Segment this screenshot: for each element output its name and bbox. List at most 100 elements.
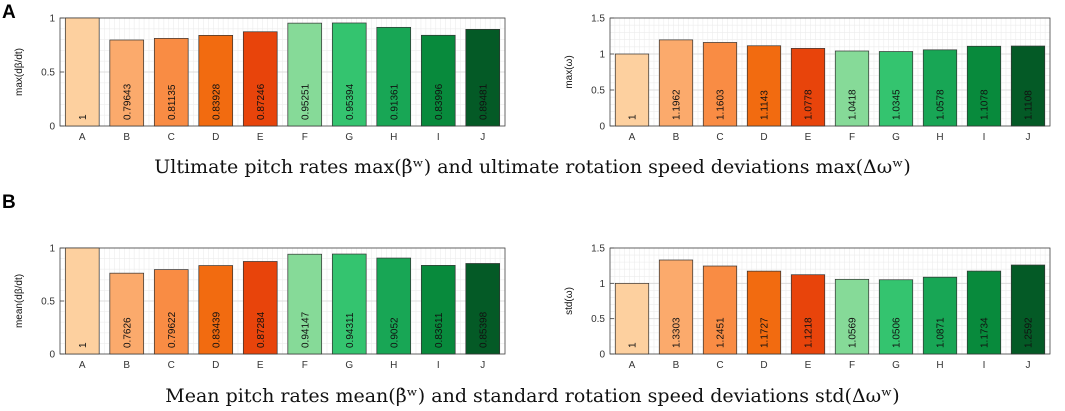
bar [64, 247, 100, 355]
bar [153, 38, 189, 127]
bar-data-label: 1.1143 [760, 90, 771, 120]
panel-letter-b: B [2, 192, 16, 213]
bar-data-label: 1.0418 [848, 89, 859, 120]
bar-data-label: 0.83439 [211, 311, 222, 348]
x-tick-label: I [437, 360, 440, 371]
x-tick-label: E [257, 132, 264, 143]
bar-data-label: 1.3303 [672, 317, 683, 348]
y-axis-label: max(dβ/dt) [14, 48, 25, 96]
bar [878, 51, 914, 127]
x-tick-label: G [345, 360, 353, 371]
bar-data-label: 1.1603 [716, 89, 727, 120]
bar [376, 26, 412, 127]
bar [376, 257, 412, 355]
bar [878, 279, 914, 355]
x-tick-label: D [760, 132, 767, 143]
y-axis-label: std(ω) [564, 287, 575, 315]
bar-data-label: 0.7626 [122, 317, 133, 348]
bar [790, 48, 826, 127]
caption-a: Ultimate pitch rates max(β̇ʷ) and ultima… [154, 156, 911, 178]
x-tick-label: G [345, 132, 353, 143]
x-tick-label: E [805, 360, 812, 371]
bar [614, 53, 650, 127]
y-tick-label: 0.5 [591, 314, 605, 325]
bar-data-label: 1 [78, 342, 89, 348]
x-tick-label: E [257, 360, 264, 371]
bar [420, 34, 456, 127]
y-tick-label: 0 [49, 350, 55, 361]
bar [922, 276, 958, 355]
bar-data-label: 1.1218 [804, 317, 815, 348]
x-tick-label: D [760, 360, 767, 371]
bar [331, 253, 367, 355]
y-tick-label: 0.5 [41, 297, 55, 308]
x-tick-label: D [212, 360, 219, 371]
x-tick-label: A [79, 360, 86, 371]
y-axis-label: mean(dβ/dt) [14, 274, 25, 328]
chart-mean-pitch-rate: 0 0.5 1 mean(dβ/dt) 1 A 0.7626 B 0.79622 C 0.83439… [14, 244, 506, 371]
bar [109, 39, 145, 127]
bar [702, 265, 738, 355]
y-tick-label: 0 [599, 350, 605, 361]
x-tick-label: J [480, 360, 485, 371]
bar-data-label: 1.1734 [980, 317, 991, 348]
bar [109, 272, 145, 355]
bar-data-label: 0.81135 [167, 84, 178, 120]
x-tick-label: B [673, 132, 680, 143]
bar [790, 274, 826, 355]
bar-data-label: 0.91361 [389, 83, 400, 120]
bar [242, 261, 278, 355]
bar [658, 259, 694, 355]
bar-data-label: 0.83996 [434, 83, 445, 120]
x-tick-label: I [437, 132, 440, 143]
bar [834, 50, 870, 127]
bar-data-label: 1.1727 [760, 317, 771, 348]
x-tick-label: G [892, 360, 900, 371]
x-tick-label: A [629, 132, 636, 143]
bar-data-label: 0.95394 [345, 83, 356, 120]
bar-data-label: 0.87246 [256, 83, 267, 120]
x-tick-label: F [302, 132, 308, 143]
bar [287, 22, 323, 127]
axes-frame [609, 17, 1051, 127]
bar-data-label: 0.83928 [211, 83, 222, 120]
x-tick-label: C [168, 360, 175, 371]
y-tick-label: 1.5 [591, 14, 605, 25]
x-tick-label: F [302, 360, 308, 371]
chart-std-rotation-speed: 0 0.5 1 1.5 std(ω) 1 A 1.3303 B 1.2451 C 1.1727 D 1.1… [564, 244, 1051, 371]
bar [242, 31, 278, 127]
x-tick-label: B [123, 360, 130, 371]
bar-data-label: 0.89481 [478, 83, 489, 120]
bar [153, 269, 189, 355]
x-tick-label: A [629, 360, 636, 371]
bar-data-label: 1.1078 [980, 89, 991, 120]
bar [614, 282, 650, 355]
x-tick-label: C [716, 360, 723, 371]
x-tick-label: B [673, 360, 680, 371]
x-tick-label: I [983, 132, 986, 143]
bar-data-label: 1.0871 [936, 317, 947, 348]
bar [966, 270, 1002, 355]
bar-data-label: 0.94147 [300, 311, 311, 348]
bar-data-label: 0.94311 [345, 312, 356, 348]
bar-data-label: 1.0578 [936, 89, 947, 120]
y-tick-label: 0 [599, 122, 605, 133]
chart-max-pitch-rate: 0 0.5 1 max(dβ/dt) 1 A 0.79643 B 0.81135 C 0.83928… [14, 14, 506, 143]
axes-frame [609, 247, 1051, 355]
x-tick-label: J [1026, 132, 1031, 143]
x-tick-label: C [716, 132, 723, 143]
bar-data-label: 1.0778 [804, 89, 815, 120]
x-tick-label: J [1026, 360, 1031, 371]
bar-data-label: 1.2592 [1024, 317, 1035, 348]
bar [465, 263, 501, 355]
x-tick-label: C [168, 132, 175, 143]
x-tick-label: E [805, 132, 812, 143]
chart-max-rotation-speed: 0 0.5 1 1.5 max(ω) 1 A 1.1962 B 1.1603 C 1.1143 D 1.0… [564, 14, 1051, 143]
caption-b: Mean pitch rates mean(β̇ʷ) and standard … [165, 385, 900, 407]
bar-data-label: 0.79622 [167, 311, 178, 348]
x-tick-label: H [390, 132, 397, 143]
x-tick-label: H [936, 360, 943, 371]
bar [420, 265, 456, 355]
bar-data-label: 1.1962 [672, 89, 683, 120]
x-tick-label: J [480, 132, 485, 143]
